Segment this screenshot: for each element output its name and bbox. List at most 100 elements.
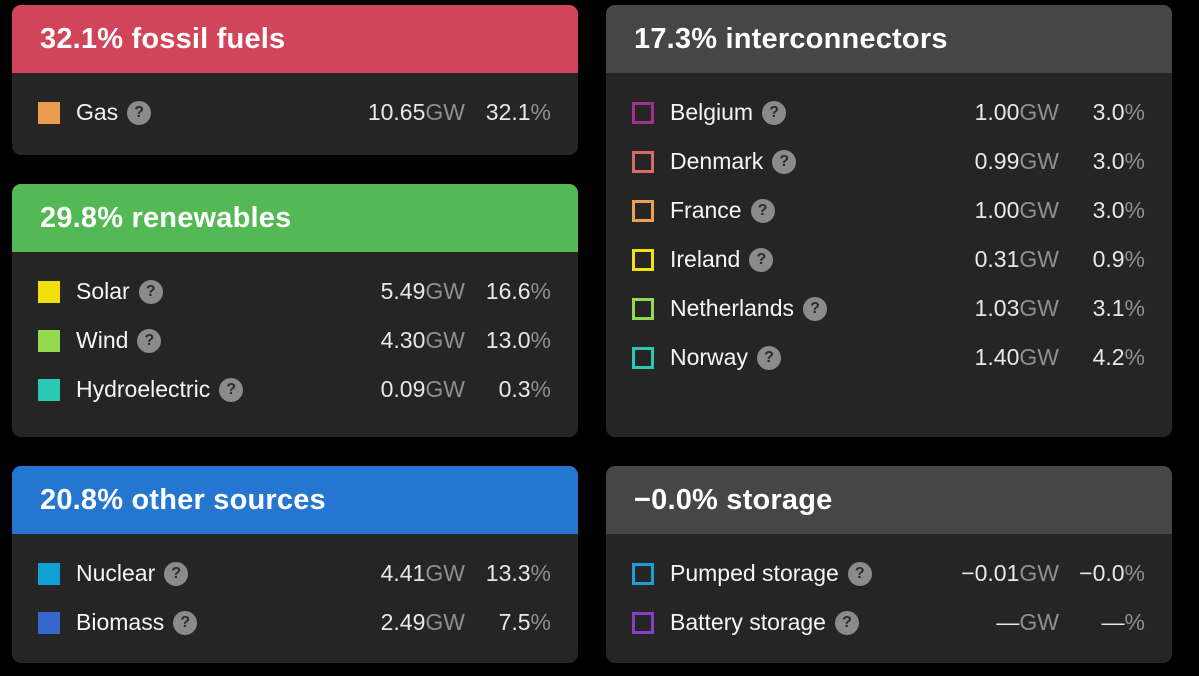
percent-sign: %	[1124, 197, 1145, 223]
percent-value: 0.3%	[465, 376, 551, 403]
color-swatch-belgium	[632, 101, 654, 124]
color-swatch-pumped-storage	[632, 562, 654, 585]
power-number: 5.49	[380, 278, 426, 304]
power-value: 1.00GW	[947, 197, 1059, 224]
power-unit: GW	[1019, 295, 1059, 321]
help-icon[interactable]: ?	[847, 561, 872, 586]
panel-title: 20.8% other sources	[40, 483, 326, 516]
power-number: −0.01	[961, 560, 1020, 586]
percent-number: 3.0	[1092, 148, 1125, 174]
panel-fossil-fuels: 32.1% fossil fuels Gas ? 10.65GW 32.1%	[12, 5, 578, 155]
color-swatch-netherlands	[632, 297, 654, 320]
power-unit: GW	[1019, 609, 1059, 635]
help-icon[interactable]: ?	[834, 610, 859, 635]
panel-renewables-header: 29.8% renewables	[12, 184, 578, 252]
help-icon[interactable]: ?	[219, 377, 244, 402]
panel-fossil-fuels-header: 32.1% fossil fuels	[12, 5, 578, 73]
power-unit: GW	[1019, 344, 1059, 370]
percent-sign: %	[1124, 99, 1145, 125]
color-swatch-battery-storage	[632, 611, 654, 634]
source-row: Nuclear ? 4.41GW 13.3%	[38, 549, 551, 598]
power-unit: GW	[1019, 99, 1059, 125]
help-icon[interactable]: ?	[127, 100, 152, 125]
percent-number: 4.2	[1092, 344, 1125, 370]
power-number: 0.09	[380, 376, 426, 402]
panel-storage: −0.0% storage Pumped storage ? −0.01GW −…	[606, 466, 1172, 663]
percent-number: 3.0	[1092, 99, 1125, 125]
other-sources-rows: Nuclear ? 4.41GW 13.3% Biomass ? 2.49GW …	[12, 534, 578, 663]
power-number: 1.00	[974, 197, 1020, 223]
power-value: 4.41GW	[353, 560, 465, 587]
source-row: France ? 1.00GW 3.0%	[632, 186, 1145, 235]
power-value: −0.01GW	[947, 560, 1059, 587]
color-swatch-denmark	[632, 150, 654, 173]
percent-value: 4.2%	[1059, 344, 1145, 371]
source-label: Denmark	[670, 148, 764, 174]
source-row: Wind ? 4.30GW 13.0%	[38, 316, 551, 365]
source-row: Belgium ? 1.00GW 3.0%	[632, 88, 1145, 137]
help-icon[interactable]: ?	[756, 345, 781, 370]
percent-number: 32.1	[485, 99, 531, 125]
source-row: Pumped storage ? −0.01GW −0.0%	[632, 549, 1145, 598]
percent-value: 32.1%	[465, 99, 551, 126]
source-label: Solar	[76, 278, 130, 304]
power-value: 10.65GW	[353, 99, 465, 126]
source-label: Pumped storage	[670, 560, 839, 586]
percent-sign: %	[1124, 609, 1145, 635]
color-swatch-wind	[38, 329, 60, 352]
percent-number: −0.0	[1079, 560, 1125, 586]
percent-sign: %	[1124, 295, 1145, 321]
percent-value: 7.5%	[465, 609, 551, 636]
color-swatch-gas	[38, 101, 60, 124]
percent-value: −0.0%	[1059, 560, 1145, 587]
percent-value: 13.0%	[465, 327, 551, 354]
help-icon[interactable]: ?	[762, 100, 787, 125]
power-value: 1.40GW	[947, 344, 1059, 371]
power-number: 0.31	[974, 246, 1020, 272]
help-icon[interactable]: ?	[749, 247, 774, 272]
percent-sign: %	[530, 327, 551, 353]
panel-interconnectors-header: 17.3% interconnectors	[606, 5, 1172, 73]
source-label: Gas	[76, 99, 119, 125]
color-swatch-france	[632, 199, 654, 222]
color-swatch-hydroelectric	[38, 378, 60, 401]
power-number: 4.30	[380, 327, 426, 353]
power-value: 0.31GW	[947, 246, 1059, 273]
help-icon[interactable]: ?	[138, 279, 163, 304]
percent-number: 3.1	[1092, 295, 1125, 321]
panel-title: 29.8% renewables	[40, 201, 292, 234]
help-icon[interactable]: ?	[803, 296, 828, 321]
power-value: —GW	[947, 609, 1059, 636]
color-swatch-norway	[632, 346, 654, 369]
power-value: 0.09GW	[353, 376, 465, 403]
power-number: 1.00	[974, 99, 1020, 125]
source-row: Hydroelectric ? 0.09GW 0.3%	[38, 365, 551, 414]
power-unit: GW	[425, 278, 465, 304]
power-number: 2.49	[380, 609, 426, 635]
interconnectors-rows: Belgium ? 1.00GW 3.0% Denmark ? 0.99GW 3…	[606, 73, 1172, 437]
source-label: Biomass	[76, 609, 165, 635]
percent-value: 3.1%	[1059, 295, 1145, 322]
help-icon[interactable]: ?	[164, 561, 189, 586]
panel-other-sources: 20.8% other sources Nuclear ? 4.41GW 13.…	[12, 466, 578, 663]
power-number: 1.40	[974, 344, 1020, 370]
percent-value: 13.3%	[465, 560, 551, 587]
help-icon[interactable]: ?	[750, 198, 775, 223]
percent-value: 3.0%	[1059, 99, 1145, 126]
source-label: Belgium	[670, 99, 754, 125]
help-icon[interactable]: ?	[173, 610, 198, 635]
source-label: Hydroelectric	[76, 376, 211, 402]
source-label: Ireland	[670, 246, 741, 272]
percent-sign: %	[530, 278, 551, 304]
source-row: Denmark ? 0.99GW 3.0%	[632, 137, 1145, 186]
help-icon[interactable]: ?	[137, 328, 162, 353]
percent-number: 3.0	[1092, 197, 1125, 223]
source-row: Netherlands ? 1.03GW 3.1%	[632, 284, 1145, 333]
source-row: Ireland ? 0.31GW 0.9%	[632, 235, 1145, 284]
help-icon[interactable]: ?	[772, 149, 797, 174]
panel-title: −0.0% storage	[634, 483, 833, 516]
source-row: Biomass ? 2.49GW 7.5%	[38, 598, 551, 647]
percent-value: —%	[1059, 609, 1145, 636]
power-number: 1.03	[974, 295, 1020, 321]
